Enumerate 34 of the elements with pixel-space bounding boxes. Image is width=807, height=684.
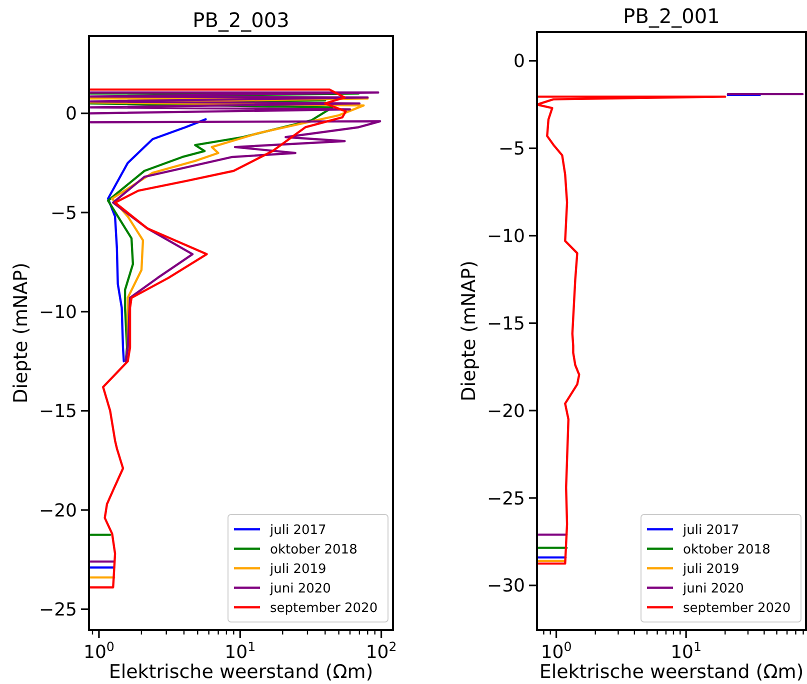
x-tick-label: 10$^{1}$	[224, 638, 256, 663]
x-tick-label: 10$^{2}$	[366, 638, 397, 663]
y-tick-label: 0	[514, 51, 525, 72]
x-tick-label: 10$^{0}$	[84, 638, 114, 663]
y-axis-title: Diepte (mNAP)	[458, 260, 480, 402]
y-tick-label: −20	[487, 400, 525, 422]
legend-label: september 2020	[683, 600, 791, 616]
y-tick-label: −5	[498, 138, 525, 160]
y-tick-label: −5	[50, 202, 77, 224]
x-axis-title: Elektrische weerstand (Ωm)	[539, 661, 804, 683]
y-tick-label: −10	[39, 302, 77, 323]
y-tick-label: −30	[487, 576, 525, 597]
y-tick-label: −10	[487, 226, 525, 248]
legend-label: september 2020	[270, 600, 378, 616]
legend-label: juli 2019	[269, 562, 326, 577]
legend-label: juni 2020	[269, 581, 331, 596]
y-tick-label: −20	[39, 500, 77, 522]
legend-label: juli 2017	[682, 522, 740, 538]
legend-label: juni 2020	[682, 581, 744, 596]
legend-label: juli 2017	[269, 522, 326, 538]
y-tick-label: 0	[66, 104, 77, 125]
y-tick-label: −15	[487, 313, 525, 334]
chart-title: PB_2_001	[623, 4, 720, 28]
y-tick-label: −25	[487, 488, 525, 510]
x-tick-label: 10$^{0}$	[540, 638, 572, 663]
y-tick-label: −15	[39, 401, 77, 422]
y-axis-title: Diepte (mNAP)	[10, 262, 32, 404]
x-axis-title: Elektrische weerstand (Ωm)	[108, 661, 374, 683]
legend-label: oktober 2018	[683, 542, 770, 558]
legend-label: oktober 2018	[270, 542, 358, 558]
y-tick-label: −25	[39, 599, 77, 620]
legend-label: juli 2019	[682, 562, 740, 577]
chart-title: PB_2_003	[192, 8, 290, 32]
x-tick-label: 10$^{1}$	[670, 638, 702, 663]
